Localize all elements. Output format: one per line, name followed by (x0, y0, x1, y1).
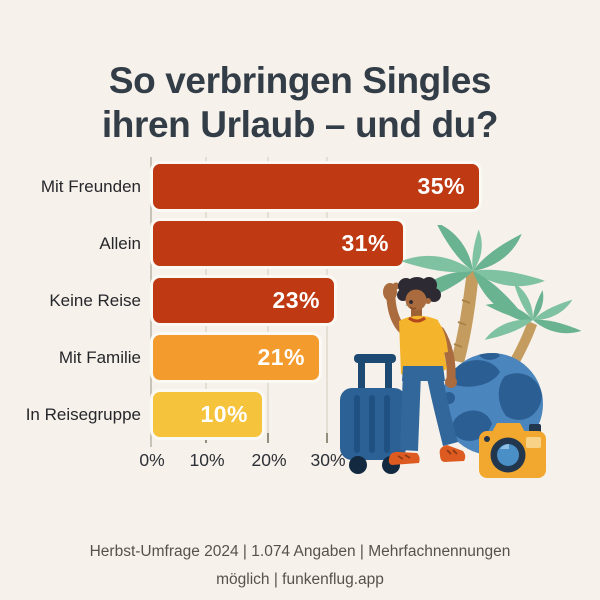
value-label: 31% (341, 230, 389, 256)
title-line-1: So verbringen Singles (108, 59, 492, 101)
tick-30pct (326, 433, 328, 443)
x-tick-label: 30% (310, 450, 346, 470)
bar-chart: Mit Freunden 35% Allein 31% Keine Reise … (0, 161, 600, 446)
traveler-illustration (383, 277, 466, 465)
tick-20pct (267, 433, 269, 443)
bar-allein: 31% (150, 218, 406, 269)
bar-track: 21% (150, 332, 600, 383)
page-title: So verbringen Singles ihren Urlaub – und… (0, 59, 600, 147)
value-label: 21% (257, 344, 305, 370)
bar-keine-reise: 23% (150, 275, 337, 326)
table-row: In Reisegruppe 10% (0, 389, 600, 440)
category-label: Allein (99, 233, 141, 253)
palm-tree-icon (401, 225, 545, 363)
title-line-2: ihren Urlaub – und du? (101, 103, 499, 145)
value-label: 23% (272, 287, 320, 313)
x-tick-label: 0% (139, 450, 165, 470)
source-note-line-2: möglich | funkenflug.app (216, 571, 384, 588)
bar-track: 10% (150, 389, 600, 440)
table-row: Keine Reise 23% (0, 275, 600, 326)
table-row: Mit Freunden 35% (0, 161, 600, 212)
source-note: Herbst-Umfrage 2024 | 1.074 Angaben | Me… (0, 538, 600, 594)
category-label: Mit Familie (58, 347, 141, 367)
bar-track: 35% (150, 161, 600, 212)
source-note-line-1: Herbst-Umfrage 2024 | 1.074 Angaben | Me… (89, 543, 511, 560)
value-label: 10% (200, 401, 248, 427)
x-tick-label: 10% (189, 450, 225, 470)
category-label: Mit Freunden (40, 176, 141, 196)
bar-mit-freunden: 35% (150, 161, 482, 212)
suitcase-icon (340, 354, 406, 474)
x-tick-label: 20% (251, 450, 287, 470)
bar-track: 31% (150, 218, 600, 269)
bar-in-reisegruppe: 10% (150, 389, 265, 440)
camera-icon (479, 423, 546, 478)
travel-illustration (340, 225, 583, 478)
table-row: Mit Familie 21% (0, 332, 600, 383)
value-label: 35% (417, 173, 465, 199)
category-label: Keine Reise (49, 290, 141, 310)
x-axis: 0% 10% 20% 30% (0, 450, 600, 474)
bar-mit-familie: 21% (150, 332, 322, 383)
bar-track: 23% (150, 275, 600, 326)
table-row: Allein 31% (0, 218, 600, 269)
category-label: In Reisegruppe (25, 404, 141, 424)
